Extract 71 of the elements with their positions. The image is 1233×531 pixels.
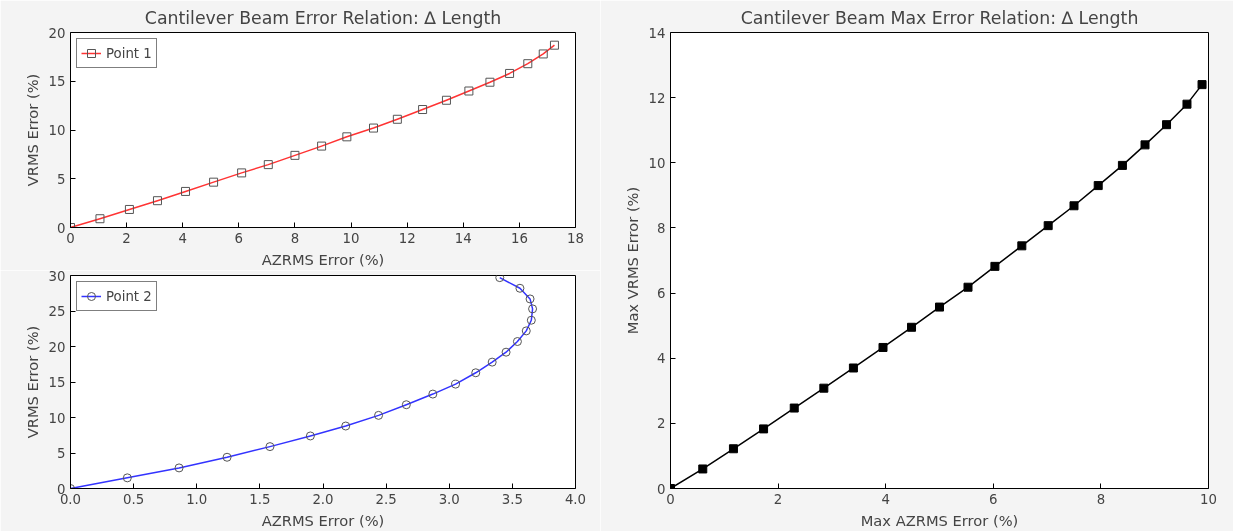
x-tick-label: 2.0 — [312, 491, 334, 507]
x-axis-title: AZRMS Error (%) — [261, 250, 385, 268]
point — [1140, 140, 1150, 150]
chart-title: Cantilever Beam Error Relation: ∆ Length — [144, 7, 502, 28]
x-tick-label: 6 — [989, 491, 998, 507]
y-axis-title: VRMS Error (%) — [23, 325, 41, 439]
x-tick-label: 18 — [567, 230, 584, 246]
x-tick-label: 12 — [398, 230, 416, 246]
y-tick-label: 4 — [657, 351, 666, 367]
y-tick-label: 5 — [57, 446, 66, 461]
y-axis-title: VRMS Error (%) — [23, 73, 41, 187]
y-tick-label: 6 — [657, 286, 666, 302]
point — [1117, 160, 1127, 170]
x-tick-label: 8 — [290, 230, 300, 246]
y-tick-label: 0 — [657, 481, 666, 497]
x-tick-label: 4 — [881, 491, 890, 507]
x-tick-label: 3.0 — [438, 491, 460, 507]
point — [1182, 99, 1192, 109]
point — [1017, 241, 1027, 251]
point — [698, 464, 708, 474]
y-tick-label: 15 — [48, 375, 66, 390]
y-tick-label: 30 — [48, 268, 66, 284]
x-tick-label: 2.5 — [375, 491, 397, 507]
y-tick-label: 10 — [48, 410, 66, 426]
x-axis-title: AZRMS Error (%) — [261, 511, 385, 529]
y-tick-label: 12 — [648, 90, 666, 106]
x-tick-label: 10 — [342, 230, 360, 246]
y-tick-label: 25 — [48, 304, 66, 319]
x-tick-label: 1.5 — [249, 491, 271, 507]
y-tick-label: 5 — [57, 171, 66, 187]
x-tick-label: 2 — [122, 230, 131, 246]
point — [963, 282, 973, 292]
legend-label: Point 1 — [106, 45, 152, 61]
x-tick-label: 0.5 — [123, 491, 145, 507]
point — [1043, 221, 1053, 231]
x-tick-label: 2 — [773, 491, 783, 507]
y-tick-label: 8 — [657, 220, 666, 236]
x-tick-label: 6 — [234, 230, 244, 246]
point — [819, 383, 829, 393]
x-tick-label: 4 — [178, 230, 187, 246]
point — [1197, 80, 1207, 90]
chart-title: Cantilever Beam Max Error Relation: ∆ Length — [740, 7, 1139, 28]
y-tick-label: 20 — [48, 25, 66, 41]
x-tick-label: 8 — [1096, 491, 1106, 507]
x-tick-label: 3.5 — [501, 491, 523, 507]
point — [1069, 201, 1079, 211]
point — [728, 444, 738, 454]
point — [848, 363, 858, 373]
y-tick-label: 14 — [648, 25, 666, 41]
y-tick-label: 10 — [648, 155, 666, 171]
point — [789, 403, 799, 413]
x-tick-label: 10 — [1200, 491, 1217, 507]
y-tick-label: 0 — [57, 220, 66, 236]
y-tick-label: 2 — [657, 416, 666, 432]
y-tick-label: 15 — [48, 74, 66, 90]
legend-label: Point 2 — [106, 288, 152, 304]
point — [1162, 120, 1172, 130]
y-tick-label: 20 — [48, 339, 66, 355]
point — [759, 424, 769, 434]
y-tick-label: 10 — [48, 123, 66, 138]
point — [990, 261, 1000, 271]
x-axis-title: Max AZRMS Error (%) — [860, 511, 1019, 529]
y-axis-title: Max VRMS Error (%) — [623, 186, 641, 335]
point — [907, 322, 917, 332]
point — [878, 342, 888, 352]
x-tick-label: 16 — [510, 230, 528, 246]
x-tick-label: 4.0 — [564, 491, 587, 507]
point — [1093, 181, 1103, 191]
x-tick-label: 14 — [454, 230, 472, 246]
point — [935, 302, 944, 312]
x-tick-label: 1.0 — [186, 491, 208, 507]
